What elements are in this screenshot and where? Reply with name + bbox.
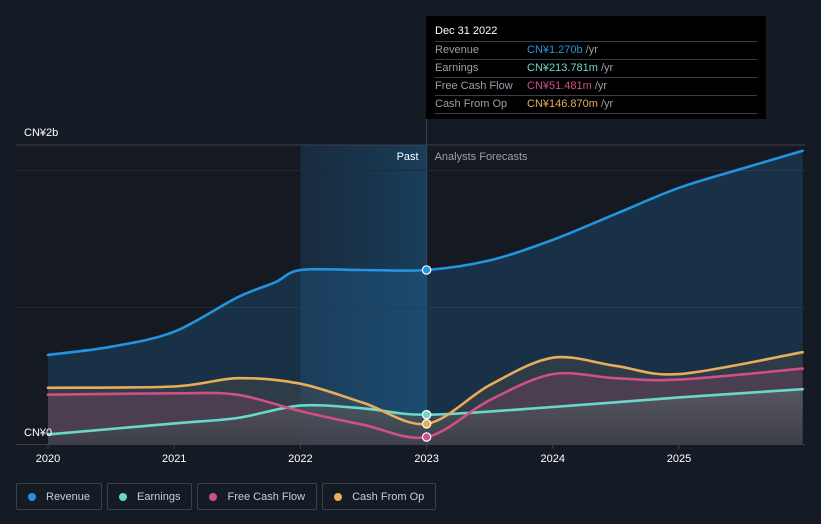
- tooltip: Dec 31 2022 Revenue CN¥1.270b /yr Earnin…: [426, 16, 766, 119]
- tooltip-label: Cash From Op: [435, 98, 508, 110]
- cash-from-op-dot-icon: [334, 492, 343, 501]
- tooltip-unit: /yr: [594, 80, 608, 92]
- revenue-dot-icon: [28, 492, 36, 501]
- legend: Revenue Earnings Free Cash Flow Cash Fro…: [16, 483, 437, 510]
- y-tick-label-zero: CN¥0: [24, 427, 52, 439]
- x-tick-label: 2020: [36, 453, 60, 465]
- tooltip-row-revenue: Revenue CN¥1.270b /yr: [435, 42, 757, 60]
- free-cash-flow-marker[interactable]: [421, 432, 432, 442]
- legend-item-free-cash-flow[interactable]: Free Cash Flow: [197, 483, 318, 510]
- legend-item-revenue[interactable]: Revenue: [16, 483, 103, 510]
- tooltip-value: CN¥213.781m: [527, 62, 598, 74]
- legend-item-earnings[interactable]: Earnings: [107, 483, 193, 510]
- legend-label: Earnings: [137, 490, 181, 503]
- tooltip-row-earnings: Earnings CN¥213.781m /yr: [435, 60, 757, 78]
- revenue-marker[interactable]: [421, 265, 432, 275]
- legend-item-cash-from-op[interactable]: Cash From Op: [322, 483, 437, 510]
- revenue-area: [48, 150, 803, 445]
- x-axis: 2020 2021 2022 2023 2024 2025: [36, 444, 691, 465]
- cash-from-op-marker[interactable]: [421, 419, 432, 429]
- x-tick-label: 2025: [667, 453, 691, 465]
- earnings-dot-icon: [119, 492, 128, 501]
- tooltip-row-cash-from-op: Cash From Op CN¥146.870m /yr: [435, 96, 757, 114]
- legend-label: Revenue: [46, 490, 91, 503]
- forecast-region-label: Analysts Forecasts: [435, 151, 528, 163]
- earnings-marker[interactable]: [421, 409, 432, 420]
- tooltip-date: Dec 31 2022: [435, 24, 757, 42]
- legend-label: Cash From Op: [352, 490, 425, 503]
- x-tick-label: 2023: [414, 453, 438, 465]
- tooltip-label: Revenue: [435, 44, 480, 56]
- legend-label: Free Cash Flow: [227, 490, 306, 503]
- tooltip-row-free-cash-flow: Free Cash Flow CN¥51.481m /yr: [435, 78, 757, 96]
- tooltip-label: Free Cash Flow: [435, 80, 513, 92]
- tooltip-unit: /yr: [585, 44, 598, 56]
- x-tick-label: 2021: [162, 453, 186, 465]
- x-tick-label: 2024: [541, 453, 565, 465]
- tooltip-value: CN¥1.270b: [527, 44, 583, 56]
- tooltip-label: Earnings: [435, 62, 479, 74]
- x-tick-label: 2022: [288, 453, 312, 465]
- highlight-markers[interactable]: [421, 265, 432, 442]
- grid: [16, 144, 805, 445]
- y-tick-label-top: CN¥2b: [24, 127, 58, 139]
- tooltip-value: CN¥146.870m: [527, 98, 598, 110]
- past-region-label: Past: [397, 151, 419, 163]
- revenue-line: [46, 149, 804, 357]
- tooltip-value: CN¥51.481m: [527, 80, 592, 92]
- tooltip-unit: /yr: [600, 98, 614, 110]
- tooltip-unit: /yr: [600, 62, 614, 74]
- free-cash-flow-dot-icon: [209, 492, 218, 501]
- past-region-shade: [300, 145, 427, 444]
